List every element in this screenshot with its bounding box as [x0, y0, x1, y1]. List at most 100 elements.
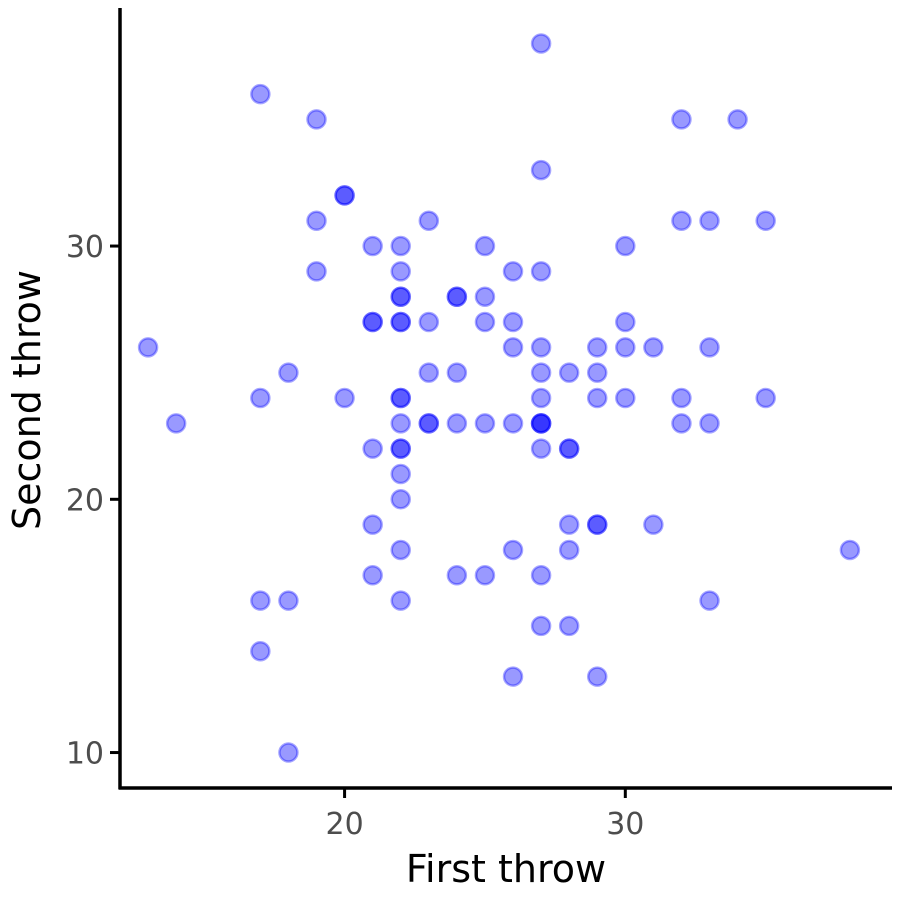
data-point-52: [586, 387, 608, 409]
data-point-72: [558, 438, 580, 459]
data-point-21: [390, 286, 411, 307]
data-point-78: [586, 514, 608, 535]
data-point-28: [390, 311, 411, 333]
data-point-77: [558, 514, 580, 535]
data-point-47: [250, 387, 271, 409]
data-point-33: [615, 311, 636, 333]
data-point-98: [278, 742, 299, 763]
data-point-85: [362, 565, 383, 586]
data-point-48: [334, 387, 355, 409]
data-point-14: [390, 235, 411, 257]
data-point-35: [502, 337, 524, 358]
data-point-50: [390, 387, 411, 409]
data-point-88: [530, 565, 552, 586]
data-point-59: [418, 413, 440, 434]
data-point-57: [390, 413, 411, 434]
y-tick-label-2: 30: [66, 230, 104, 265]
data-point-49: [390, 387, 411, 409]
data-point-76: [362, 514, 383, 535]
data-point-42: [418, 362, 440, 383]
data-point-94: [558, 615, 580, 637]
x-tick-label-1: 30: [606, 807, 644, 842]
data-point-79: [586, 514, 608, 535]
data-point-62: [502, 413, 524, 434]
data-point-74: [390, 463, 411, 485]
data-point-80: [643, 514, 664, 535]
points-layer: [137, 33, 861, 763]
data-point-6: [334, 185, 355, 206]
data-point-16: [615, 235, 636, 257]
data-point-89: [250, 590, 271, 611]
data-point-66: [671, 413, 692, 434]
data-point-75: [390, 489, 411, 510]
data-point-2: [306, 109, 327, 130]
data-point-24: [446, 286, 468, 307]
data-point-8: [306, 210, 327, 231]
data-point-11: [699, 210, 720, 231]
data-point-41: [278, 362, 299, 383]
data-point-9: [418, 210, 440, 231]
data-point-34: [137, 337, 159, 358]
data-point-71: [530, 438, 552, 459]
data-point-7: [334, 185, 355, 206]
data-point-44: [530, 362, 552, 383]
data-point-68: [362, 438, 383, 459]
data-point-46: [586, 362, 608, 383]
data-point-86: [446, 565, 468, 586]
data-point-18: [390, 261, 411, 282]
data-point-93: [530, 615, 552, 637]
data-point-81: [390, 539, 411, 561]
data-point-45: [558, 362, 580, 383]
data-point-63: [530, 413, 552, 434]
data-point-20: [530, 261, 552, 282]
data-point-30: [418, 311, 440, 333]
data-point-17: [306, 261, 327, 282]
data-point-84: [839, 539, 861, 561]
data-point-22: [390, 286, 411, 307]
data-point-67: [699, 413, 720, 434]
data-point-25: [474, 286, 496, 307]
data-point-90: [278, 590, 299, 611]
data-point-87: [474, 565, 496, 586]
ticks-layer: 20 30 10 20 30: [66, 230, 645, 842]
data-point-43: [446, 362, 468, 383]
data-point-23: [446, 286, 468, 307]
data-point-27: [362, 311, 383, 333]
data-point-56: [165, 413, 187, 434]
data-point-38: [615, 337, 636, 358]
x-axis-title: First throw: [406, 847, 606, 891]
data-point-82: [502, 539, 524, 561]
y-tick-label-1: 20: [66, 483, 104, 518]
data-point-70: [390, 438, 411, 459]
data-point-65: [530, 413, 552, 434]
data-point-61: [474, 413, 496, 434]
data-point-36: [530, 337, 552, 358]
y-tick-label-0: 10: [66, 737, 104, 772]
data-point-53: [615, 387, 636, 409]
data-point-29: [390, 311, 411, 333]
data-point-13: [362, 235, 383, 257]
data-point-15: [474, 235, 496, 257]
data-point-58: [418, 413, 440, 434]
data-point-73: [558, 438, 580, 459]
data-point-95: [250, 640, 271, 662]
data-point-12: [755, 210, 776, 231]
data-point-54: [671, 387, 692, 409]
data-point-51: [530, 387, 552, 409]
data-point-5: [530, 159, 552, 181]
data-point-39: [643, 337, 664, 358]
data-point-19: [502, 261, 524, 282]
data-point-31: [474, 311, 496, 333]
data-point-55: [755, 387, 776, 409]
data-point-10: [671, 210, 692, 231]
data-point-97: [586, 666, 608, 687]
data-point-69: [390, 438, 411, 459]
data-point-64: [530, 413, 552, 434]
x-tick-label-0: 20: [325, 807, 363, 842]
data-point-40: [699, 337, 720, 358]
data-point-37: [586, 337, 608, 358]
data-point-92: [699, 590, 720, 611]
data-point-4: [727, 109, 748, 130]
data-point-26: [362, 311, 383, 333]
